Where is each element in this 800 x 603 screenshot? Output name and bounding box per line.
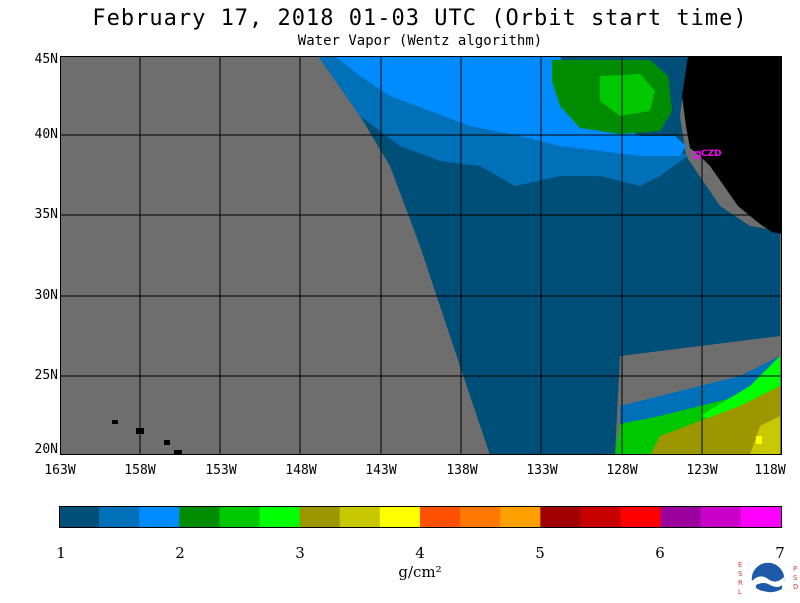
page-title: February 17, 2018 01-03 UTC (Orbit start… <box>92 6 748 31</box>
colorbar-swatch <box>179 506 220 528</box>
colorbar-units: g/cm² <box>398 563 442 581</box>
lon-label-138w: 138W <box>446 463 478 478</box>
land-north-america <box>682 56 782 234</box>
lon-label-163w: 163W <box>44 463 76 478</box>
lat-label-35n: 35N <box>34 207 58 222</box>
colorbar-swatch <box>139 506 180 528</box>
map-frame <box>60 56 782 455</box>
swath-olive-south <box>650 386 780 455</box>
lon-label-123w: 123W <box>686 463 718 478</box>
logo-letter-l: L <box>738 588 742 596</box>
colorbar-swatch <box>379 506 421 528</box>
colorbar-tick-1: 1 <box>56 544 66 562</box>
colorbar-swatch <box>660 506 702 528</box>
colorbar-swatch <box>580 506 622 528</box>
colorbar-swatch <box>219 506 261 528</box>
swath-bright-green-south <box>700 356 780 421</box>
colorbar-swatch <box>339 506 381 528</box>
lon-label-148w: 148W <box>285 463 317 478</box>
colorbar-swatch <box>740 506 782 528</box>
colorbar-tick-4: 4 <box>415 544 425 562</box>
swath-green-north-bright <box>600 74 655 116</box>
lat-label-45n: 45N <box>34 52 58 67</box>
colorbar-tick-6: 6 <box>655 544 665 562</box>
station-label: CZD <box>701 149 722 159</box>
colorbar-tick-7: 7 <box>775 544 785 562</box>
colorbar-swatch <box>460 506 501 528</box>
swath-yellow-olive <box>750 416 780 455</box>
colorbar-tick-3: 3 <box>295 544 305 562</box>
logo-letter-r: R <box>738 579 743 587</box>
station-marker <box>693 151 701 159</box>
colorbar-swatch <box>420 506 461 528</box>
colorbar-swatch <box>500 506 541 528</box>
lon-label-158w: 158W <box>124 463 156 478</box>
lon-label-128w: 128W <box>606 463 638 478</box>
colorbar-swatch <box>59 506 100 528</box>
colorbar-tick-5: 5 <box>535 544 545 562</box>
water-vapor-map: CZD <box>60 56 782 455</box>
hawaii-island-4 <box>174 450 182 455</box>
hawaii-island-3 <box>164 440 170 445</box>
logo-letter-e: E <box>738 561 743 569</box>
lat-label-40n: 40N <box>34 127 58 142</box>
lon-label-143w: 143W <box>365 463 397 478</box>
logo-letter-p: P <box>793 565 798 573</box>
colorbar-swatch <box>700 506 742 528</box>
map-grid <box>60 56 782 455</box>
lat-label-20n: 20N <box>34 442 58 457</box>
page-subtitle: Water Vapor (Wentz algorithm) <box>297 33 543 49</box>
colorbar-swatch <box>259 506 301 528</box>
colorbar-swatch <box>99 506 140 528</box>
swath-light-blue <box>335 56 686 156</box>
logo-letter-s: S <box>738 570 743 578</box>
lon-label-133w: 133W <box>526 463 558 478</box>
colorbar <box>59 506 782 528</box>
colorbar-swatch <box>299 506 341 528</box>
colorbar-swatch <box>620 506 662 528</box>
lon-label-153w: 153W <box>205 463 237 478</box>
logo-letter-d: D <box>793 583 799 591</box>
logo-letter-s2: S <box>793 574 798 582</box>
lat-label-30n: 30N <box>34 288 58 303</box>
noaa-emblem <box>750 561 786 597</box>
colorbar-swatches <box>59 506 782 528</box>
colorbar-tick-2: 2 <box>175 544 185 562</box>
colorbar-frame <box>59 506 782 528</box>
lon-label-118w: 118W <box>754 463 786 478</box>
swath-yellow-spot <box>756 436 762 444</box>
colorbar-swatch <box>540 506 581 528</box>
lat-label-25n: 25N <box>34 368 58 383</box>
noaa-logo: E S R L P S D <box>738 559 798 599</box>
hawaii-island-1 <box>112 420 118 424</box>
